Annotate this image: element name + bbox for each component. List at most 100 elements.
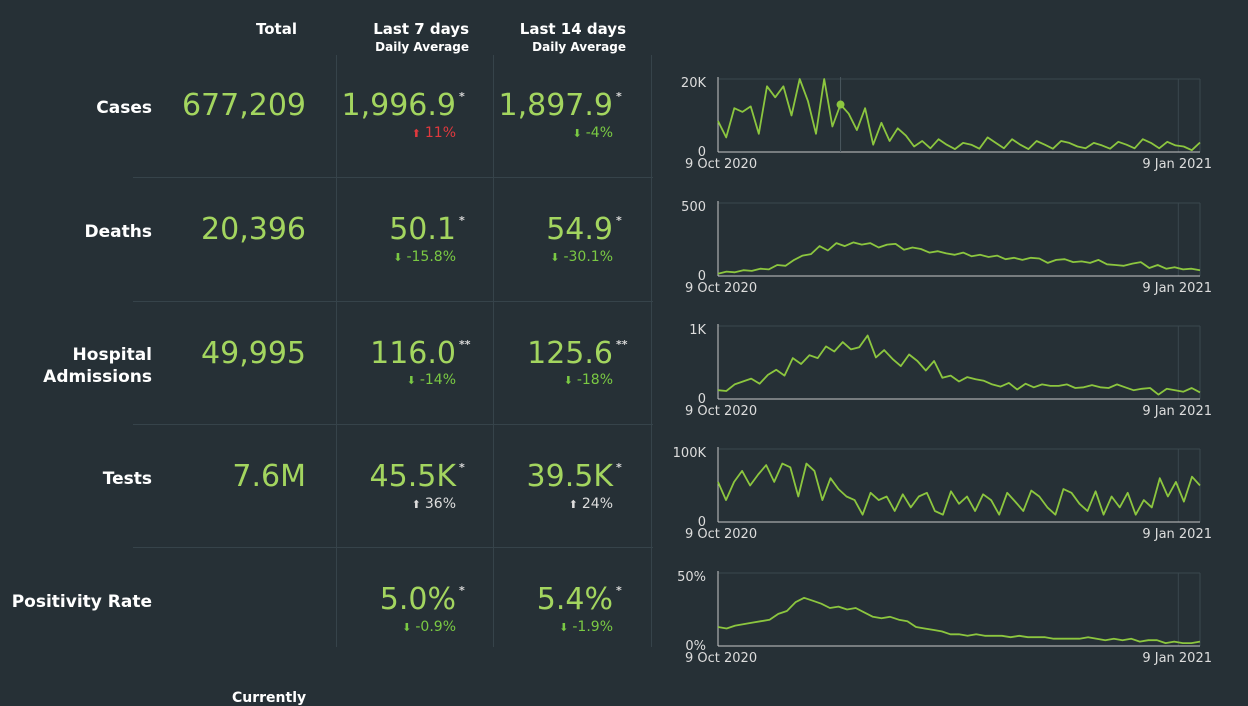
avg14-cases: 1,897.9 — [498, 88, 613, 123]
chg14-positivity-rate: ⬇ -1.9% — [559, 619, 613, 635]
header-last7-sub: Daily Average — [375, 40, 469, 54]
avg14-positivity-rate: 5.4% — [536, 582, 613, 617]
x-tick-label: 9 Jan 2021 — [1142, 651, 1212, 666]
chg7-cases: ⬆ 11% — [412, 125, 456, 141]
arrow-down-icon: ⬇ — [563, 374, 573, 387]
x-tick-label: 9 Oct 2020 — [685, 281, 757, 296]
chg7-cases-value: 11% — [424, 125, 456, 141]
series-line — [717, 596, 1201, 644]
header-last14-label: Last 14 days — [519, 20, 626, 38]
star14-tests: * — [616, 461, 622, 474]
arrow-up-icon: ⬆ — [411, 498, 421, 511]
header-last7: Last 7 days Daily Average — [373, 20, 469, 54]
star14-positivity-rate: * — [616, 584, 622, 597]
row-divider-2 — [133, 301, 653, 302]
arrow-down-icon: ⬇ — [393, 251, 403, 264]
footer-currently-label: Currently — [232, 690, 307, 706]
y-tick-label: 0 — [698, 392, 706, 407]
x-tick-label: 9 Jan 2021 — [1142, 157, 1212, 172]
x-tick-label: 9 Oct 2020 — [685, 651, 757, 666]
avg7-cases: 1,996.9 — [341, 88, 456, 123]
chg7-tests: ⬆ 36% — [412, 496, 456, 512]
y-tick-label: 20K — [681, 76, 707, 91]
arrow-down-icon: ⬇ — [550, 251, 560, 264]
y-tick-label: 0 — [698, 145, 706, 160]
avg14-deaths: 54.9 — [546, 212, 613, 247]
star7-positivity-rate: * — [459, 584, 465, 597]
avg7-deaths: 50.1 — [389, 212, 456, 247]
star14-hospital-admissions: ** — [616, 338, 628, 351]
header-total: Total — [256, 20, 297, 38]
y-tick-label: 0 — [698, 515, 706, 530]
column-divider-2 — [493, 55, 494, 647]
chg7-deaths: ⬇ -15.8% — [393, 249, 456, 265]
star7-deaths: * — [459, 214, 465, 227]
avg7-hospital-admissions: 116.0 — [370, 336, 456, 371]
series-line — [717, 462, 1201, 516]
arrow-down-icon: ⬇ — [559, 621, 569, 634]
total-tests: 7.6M — [232, 459, 306, 494]
x-tick-label: 9 Jan 2021 — [1142, 404, 1212, 419]
series-line — [717, 241, 1201, 275]
arrow-down-icon: ⬇ — [402, 621, 412, 634]
chg14-tests: ⬆ 24% — [569, 496, 613, 512]
x-tick-label: 9 Oct 2020 — [685, 157, 757, 172]
row-label-cases: Cases — [96, 98, 152, 118]
arrow-down-icon: ⬇ — [406, 374, 416, 387]
sparkline-cases: 0 20K 9 Oct 2020 9 Jan 2021 — [681, 76, 1212, 172]
avg7-positivity-rate: 5.0% — [379, 582, 456, 617]
header-last14: Last 14 days Daily Average — [520, 20, 626, 54]
series-line — [717, 78, 1201, 152]
chg14-deaths-value: -30.1% — [563, 249, 613, 265]
row-label-tests: Tests — [102, 469, 152, 489]
sparkline-deaths: 0 500 9 Oct 2020 9 Jan 2021 — [681, 200, 1212, 296]
header-total-label: Total — [256, 20, 297, 38]
x-tick-label: 9 Jan 2021 — [1142, 527, 1212, 542]
row-divider-1 — [133, 177, 653, 178]
header-last14-sub: Daily Average — [532, 40, 626, 54]
column-divider-1 — [336, 55, 337, 647]
sparkline-hospital-admissions: 0 1K 9 Oct 2020 9 Jan 2021 — [685, 323, 1212, 419]
star7-cases: * — [459, 90, 465, 103]
total-deaths: 20,396 — [201, 212, 306, 247]
chg14-hospital-admissions-value: -18% — [576, 372, 613, 388]
arrow-up-icon: ⬆ — [411, 127, 421, 140]
chg14-tests-value: 24% — [581, 496, 613, 512]
arrow-up-icon: ⬆ — [568, 498, 578, 511]
chg7-hospital-admissions: ⬇ -14% — [407, 372, 456, 388]
data-point-marker — [836, 100, 845, 109]
star7-tests: * — [459, 461, 465, 474]
chg14-cases: ⬇ -4% — [573, 125, 613, 141]
x-tick-label: 9 Jan 2021 — [1142, 281, 1212, 296]
star14-cases: * — [616, 90, 622, 103]
x-tick-label: 9 Oct 2020 — [685, 527, 757, 542]
header-last7-label: Last 7 days — [373, 20, 469, 38]
y-tick-label: 50% — [677, 570, 706, 585]
chg7-tests-value: 36% — [424, 496, 456, 512]
y-tick-label: 0% — [685, 639, 706, 654]
row-label-positivity-rate: Positivity Rate — [11, 592, 152, 612]
y-tick-label: 1K — [689, 323, 706, 338]
chg14-deaths: ⬇ -30.1% — [550, 249, 613, 265]
total-hospital-admissions: 49,995 — [201, 336, 306, 371]
sparkline-positivity-rate: 0% 50% 9 Oct 2020 9 Jan 2021 — [677, 570, 1212, 666]
chg14-positivity-rate-value: -1.9% — [572, 619, 613, 635]
column-divider-3 — [651, 55, 652, 647]
star14-deaths: * — [616, 214, 622, 227]
avg7-tests: 45.5K — [369, 459, 456, 494]
chg14-cases-value: -4% — [585, 125, 613, 141]
avg14-tests: 39.5K — [526, 459, 613, 494]
total-cases: 677,209 — [181, 88, 306, 123]
y-tick-label: 500 — [681, 200, 706, 215]
row-divider-3 — [133, 424, 653, 425]
chg7-deaths-value: -15.8% — [406, 249, 456, 265]
arrow-down-icon: ⬇ — [572, 127, 582, 140]
chg7-hospital-admissions-value: -14% — [419, 372, 456, 388]
y-tick-label: 100K — [673, 446, 707, 461]
avg14-hospital-admissions: 125.6 — [527, 336, 613, 371]
star7-hospital-admissions: ** — [459, 338, 471, 351]
series-line — [717, 334, 1201, 396]
chg14-hospital-admissions: ⬇ -18% — [564, 372, 613, 388]
chg7-positivity-rate: ⬇ -0.9% — [402, 619, 456, 635]
row-label-deaths: Deaths — [84, 222, 152, 242]
